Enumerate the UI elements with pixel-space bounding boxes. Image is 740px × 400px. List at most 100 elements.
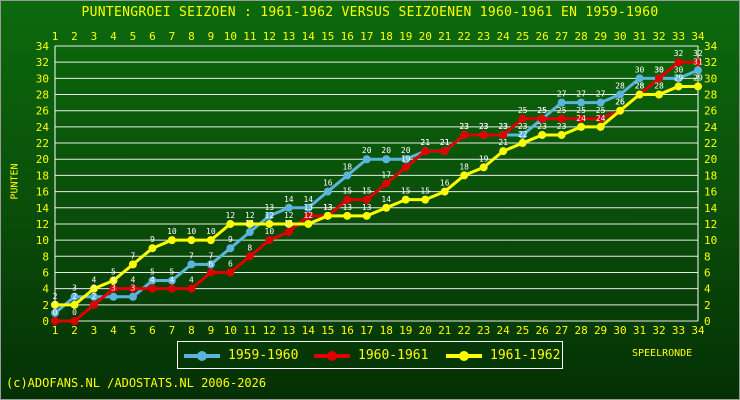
x-tick-label-top: 9 xyxy=(208,30,215,43)
data-point-1959-1960 xyxy=(577,98,586,107)
data-point-1959-1960 xyxy=(518,130,527,139)
data-point-1961-1962 xyxy=(479,163,488,172)
data-label-1960-1961: 28 xyxy=(635,82,645,91)
data-label-1960-1961: 23 xyxy=(498,122,508,131)
data-point-1961-1962 xyxy=(206,236,215,245)
data-point-1961-1962 xyxy=(694,82,702,91)
x-tick-label-bottom: 12 xyxy=(263,324,276,337)
data-label-1960-1961: 30 xyxy=(654,65,664,74)
data-label-1961-1962: 4 xyxy=(92,276,97,285)
x-tick-label-top: 10 xyxy=(224,30,237,43)
data-point-1960-1961 xyxy=(304,211,313,220)
x-tick-label-bottom: 24 xyxy=(497,324,511,337)
data-label-1959-1960: 16 xyxy=(323,179,333,188)
data-label-1960-1961: 32 xyxy=(693,49,703,58)
x-tick-label-bottom: 17 xyxy=(360,324,373,337)
data-label-1961-1962: 29 xyxy=(674,73,684,82)
legend-label: 1961-1962 xyxy=(490,348,561,363)
data-point-1960-1961 xyxy=(674,58,683,67)
data-point-1960-1961 xyxy=(577,114,586,123)
data-point-1959-1960 xyxy=(167,276,176,285)
series-line-1959-1960 xyxy=(54,68,699,315)
data-point-1959-1960 xyxy=(109,292,118,301)
x-tick-label-top: 26 xyxy=(535,30,548,43)
x-tick-label-bottom: 11 xyxy=(243,324,256,337)
legend-swatch-dot xyxy=(327,351,337,361)
y-tick-label-left: 12 xyxy=(36,218,49,231)
data-label-1961-1962: 16 xyxy=(440,179,450,188)
data-label-1961-1962: 28 xyxy=(654,82,664,91)
data-point-1961-1962 xyxy=(596,122,605,131)
data-label-1959-1960: 28 xyxy=(615,82,625,91)
y-tick-label-right: 4 xyxy=(704,283,711,296)
legend-label: 1960-1961 xyxy=(358,348,429,363)
data-point-1960-1961 xyxy=(206,268,215,277)
data-point-1961-1962 xyxy=(518,139,527,148)
data-label-1961-1962: 12 xyxy=(226,211,236,220)
data-point-1959-1960 xyxy=(596,98,605,107)
y-tick-label-left: 18 xyxy=(36,169,49,182)
series-line-1960-1961 xyxy=(55,60,698,323)
y-tick-label-left: 28 xyxy=(36,89,49,102)
x-tick-label-bottom: 13 xyxy=(282,324,295,337)
data-point-1960-1961 xyxy=(89,300,98,309)
y-tick-label-left: 4 xyxy=(42,283,49,296)
data-point-1961-1962 xyxy=(265,219,274,228)
data-label-1960-1961: 0 xyxy=(72,308,77,317)
x-tick-label-bottom: 16 xyxy=(341,324,354,337)
y-tick-label-left: 14 xyxy=(36,202,50,215)
data-label-1960-1961: 17 xyxy=(381,171,391,180)
x-tick-label-bottom: 27 xyxy=(555,324,568,337)
data-label-1959-1960: 7 xyxy=(189,251,194,260)
data-label-1960-1961: 11 xyxy=(284,219,294,228)
x-tick-label-top: 24 xyxy=(497,30,511,43)
y-tick-label-right: 26 xyxy=(704,105,717,118)
data-point-1961-1962 xyxy=(284,219,293,228)
data-label-1961-1962: 13 xyxy=(342,203,352,212)
data-point-1960-1961 xyxy=(557,114,566,123)
x-tick-label-top: 22 xyxy=(458,30,471,43)
data-label-1960-1961: 21 xyxy=(440,138,450,147)
x-tick-label-top: 4 xyxy=(110,30,117,43)
data-point-1961-1962 xyxy=(128,260,137,269)
data-point-1959-1960 xyxy=(226,244,235,253)
data-label-1960-1961: 32 xyxy=(674,49,684,58)
data-point-1959-1960 xyxy=(265,211,274,220)
y-tick-label-right: 6 xyxy=(704,266,711,279)
data-label-1959-1960: 3 xyxy=(92,284,97,293)
data-label-1960-1961: 25 xyxy=(596,106,606,115)
data-label-1961-1962: 2 xyxy=(72,292,77,301)
x-tick-label-bottom: 30 xyxy=(613,324,626,337)
x-tick-label-bottom: 21 xyxy=(438,324,451,337)
data-label-1961-1962: 14 xyxy=(381,195,391,204)
x-tick-label-top: 30 xyxy=(613,30,626,43)
data-point-1961-1962 xyxy=(323,211,332,220)
data-label-1960-1961: 10 xyxy=(265,227,275,236)
data-point-1959-1960 xyxy=(206,260,215,269)
y-tick-label-right: 0 xyxy=(704,315,711,328)
data-point-1959-1960 xyxy=(382,155,391,164)
data-point-1960-1961 xyxy=(460,130,469,139)
data-label-1961-1962: 26 xyxy=(615,98,625,107)
data-label-1961-1962: 12 xyxy=(265,211,275,220)
data-label-1961-1962: 10 xyxy=(167,227,177,236)
data-label-1959-1960: 7 xyxy=(208,251,213,260)
data-label-1960-1961: 4 xyxy=(131,276,136,285)
x-tick-label-bottom: 19 xyxy=(399,324,412,337)
x-tick-label-bottom: 10 xyxy=(224,324,237,337)
x-tick-label-bottom: 29 xyxy=(594,324,607,337)
y-tick-label-right: 12 xyxy=(704,218,717,231)
data-point-1960-1961 xyxy=(362,195,371,204)
x-tick-label-top: 8 xyxy=(188,30,195,43)
data-point-1961-1962 xyxy=(51,300,59,309)
data-point-1961-1962 xyxy=(245,219,254,228)
data-label-1959-1960: 11 xyxy=(245,219,255,228)
data-label-1959-1960: 1 xyxy=(53,300,58,309)
data-label-1961-1962: 13 xyxy=(323,203,333,212)
y-tick-label-right: 30 xyxy=(704,72,717,85)
data-label-1960-1961: 2 xyxy=(92,292,97,301)
data-point-1960-1961 xyxy=(440,147,449,156)
data-point-1960-1961 xyxy=(187,284,196,293)
x-tick-label-top: 1 xyxy=(52,30,59,43)
x-tick-label-top: 32 xyxy=(652,30,665,43)
